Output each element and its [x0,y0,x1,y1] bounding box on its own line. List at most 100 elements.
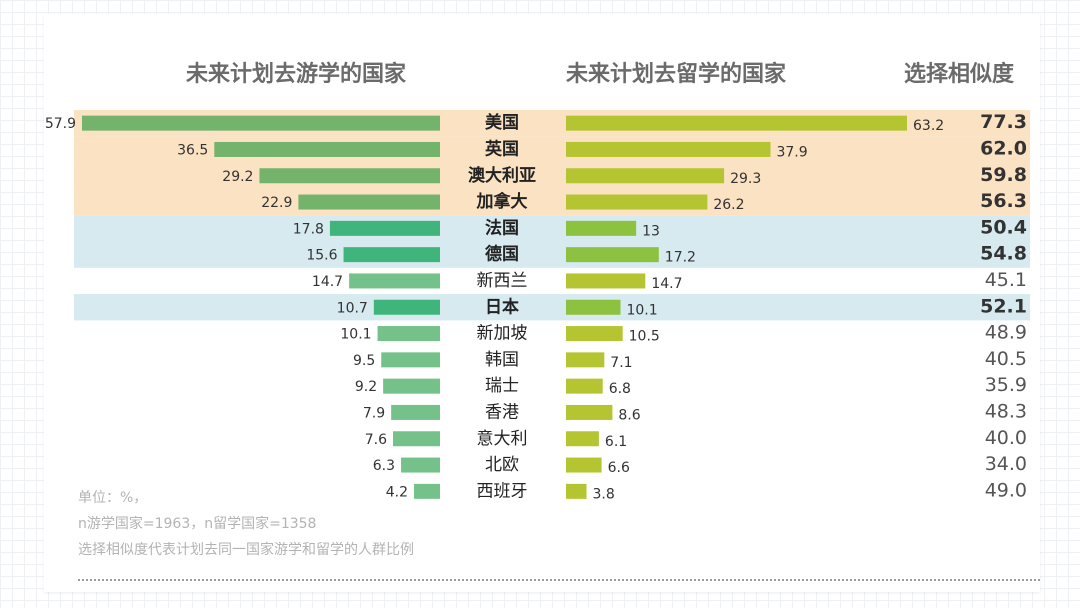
similarity-header: 选择相似度 [904,62,1015,87]
country-label: 瑞士 [485,376,519,396]
similarity-value: 52.1 [980,295,1027,317]
travel-value-label: 6.3 [373,458,395,474]
study-bar [566,168,725,184]
study-value-label: 63.2 [913,118,944,134]
travel-bar [349,273,440,289]
similarity-value: 56.3 [980,190,1027,212]
similarity-value: 40.0 [985,427,1027,449]
study-countries-header: 未来计划去留学的国家 [566,62,787,87]
country-label: 法国 [485,217,519,238]
study-bar [566,352,605,368]
travel-value-label: 4.2 [386,484,408,500]
butterfly-bar-chart: 57.9 美国 63.2 77.3 36.5 英国 37.9 62.0 29.2 澳大利亚 29.3… [45,110,1030,502]
country-label: 北欧 [485,455,519,475]
similarity-value: 34.0 [985,453,1027,475]
study-bar [566,457,602,473]
study-bar [566,273,646,289]
country-label: 意大利 [477,429,528,449]
footnote-unit: 单位：%， [78,490,148,506]
travel-bar [393,431,440,447]
study-value-label: 6.8 [609,381,631,397]
similarity-value: 62.0 [980,137,1027,159]
study-bar [566,115,907,131]
study-value-label: 13 [642,223,660,239]
travel-bar [343,247,440,263]
study-value-label: 8.6 [618,407,640,423]
country-label: 日本 [485,296,519,317]
study-value-label: 7.1 [610,355,632,371]
study-value-label: 29.3 [730,171,761,187]
similarity-value: 59.8 [980,164,1027,186]
travel-value-label: 7.6 [365,432,387,448]
study-bar [566,404,613,420]
study-value-label: 17.2 [665,250,696,266]
travel-bar [82,115,440,131]
country-label: 香港 [485,402,519,422]
country-label: 新加坡 [477,324,528,344]
travel-value-label: 17.8 [293,221,324,237]
country-label: 德国 [485,244,519,265]
footnote-similarity-definition: 选择相似度代表计划去同一国家游学和留学的人群比例 [78,542,414,558]
highlight-band [74,215,1030,242]
study-value-label: 6.1 [605,434,627,450]
study-bar [566,220,637,236]
study-value-label: 10.5 [629,329,660,345]
travel-bar [383,378,440,394]
bottom-dotted-divider [78,579,1040,581]
similarity-value: 48.3 [985,400,1027,422]
travel-value-label: 36.5 [177,142,208,158]
travel-value-label: 22.9 [261,195,292,211]
study-bar [566,194,708,210]
country-label: 美国 [485,112,519,133]
country-label: 新西兰 [477,271,528,291]
travel-bar [214,141,440,157]
travel-bar [401,457,440,473]
travel-bar [377,326,440,342]
travel-bar [298,194,440,210]
study-value-label: 6.6 [608,460,630,476]
travel-value-label: 15.6 [306,248,337,264]
study-value-label: 10.1 [626,302,657,318]
study-value-label: 26.2 [713,197,744,213]
travel-bar [259,168,440,184]
country-label: 西班牙 [477,481,528,501]
country-label: 澳大利亚 [468,165,536,186]
travel-value-label: 10.7 [337,300,368,316]
travel-value-label: 10.1 [340,327,371,343]
study-value-label: 37.9 [776,144,807,160]
country-label: 英国 [485,138,519,159]
similarity-value: 45.1 [985,269,1027,291]
similarity-value: 54.8 [980,243,1027,265]
travel-value-label: 7.9 [363,405,385,421]
country-label: 加拿大 [476,191,528,212]
similarity-value: 77.3 [980,111,1027,133]
highlight-band [74,188,1030,216]
country-label: 韩国 [485,350,519,370]
highlight-band [74,241,1030,268]
study-bar [566,326,623,342]
similarity-value: 50.4 [980,216,1027,238]
travel-bar [373,299,440,315]
study-value-label: 3.8 [593,486,615,502]
study-bar [566,378,603,394]
study-bar [566,483,587,499]
footnote-sample-size: n游学国家=1963，n留学国家=1358 [78,516,317,532]
similarity-value: 48.9 [985,322,1027,344]
travel-value-label: 14.7 [312,274,343,290]
travel-value-label: 9.5 [353,353,375,369]
travel-bar [391,404,440,420]
travel-bar [414,483,440,499]
highlight-band [74,162,1030,189]
study-bar [566,431,599,447]
travel-value-label: 29.2 [222,169,253,185]
similarity-value: 35.9 [985,374,1027,396]
similarity-value: 49.0 [985,479,1027,501]
travel-bar [381,352,440,368]
study-bar [566,247,659,263]
study-bar [566,141,771,157]
travel-value-label: 57.9 [45,116,76,132]
study-bar [566,299,621,315]
study-value-label: 14.7 [651,276,682,292]
highlight-band [74,294,1030,321]
travel-bar [329,220,440,236]
